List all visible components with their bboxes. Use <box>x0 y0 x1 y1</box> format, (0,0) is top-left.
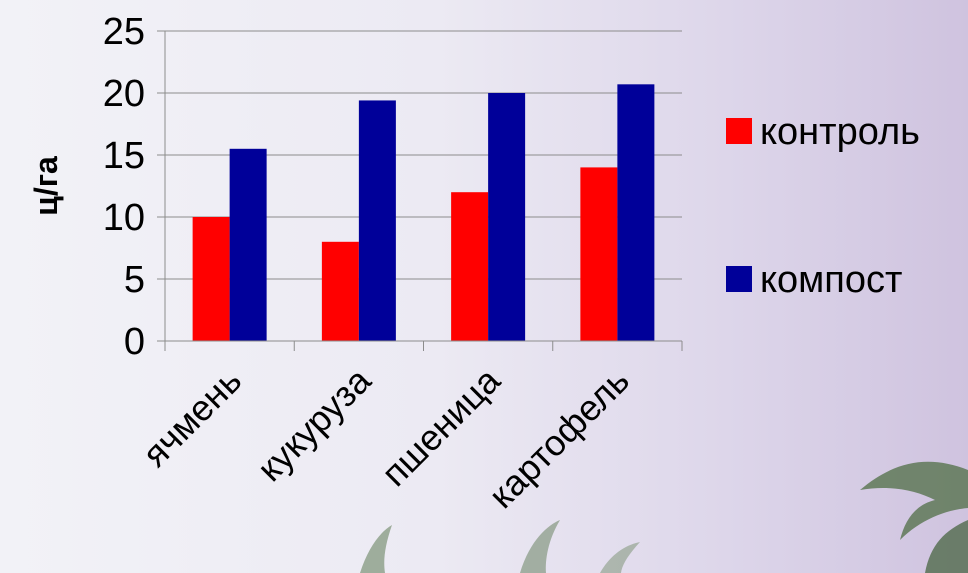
y-tick-label: 5 <box>124 259 145 301</box>
legend-label: компост <box>760 259 902 301</box>
y-axis-ticks: 0 5 10 15 20 25 <box>103 11 165 363</box>
bar-compost <box>617 84 655 341</box>
y-tick-label: 25 <box>103 11 145 53</box>
legend-label: контроль <box>760 111 920 153</box>
y-tick-label: 10 <box>103 197 145 239</box>
bar-compost <box>488 93 526 341</box>
legend-swatch <box>726 266 752 292</box>
legend: контроль компост <box>726 111 920 301</box>
x-category-label: картофель <box>481 360 637 516</box>
bar-control <box>192 217 230 341</box>
x-category-label: пшеница <box>373 359 508 494</box>
bar-compost <box>229 148 267 341</box>
y-tick-label: 15 <box>103 135 145 177</box>
x-category-label: ячмень <box>134 360 249 475</box>
bar-compost <box>358 100 396 341</box>
legend-swatch <box>726 118 752 144</box>
x-axis <box>164 31 683 351</box>
y-axis-title: ц/га <box>28 156 64 216</box>
y-tick-label: 20 <box>103 73 145 115</box>
y-tick-label: 0 <box>124 321 145 363</box>
bar-control <box>321 241 359 341</box>
bar-control <box>451 192 489 341</box>
x-category-label: кукуруза <box>249 359 379 489</box>
bar-control <box>580 167 618 341</box>
bars <box>192 84 655 341</box>
